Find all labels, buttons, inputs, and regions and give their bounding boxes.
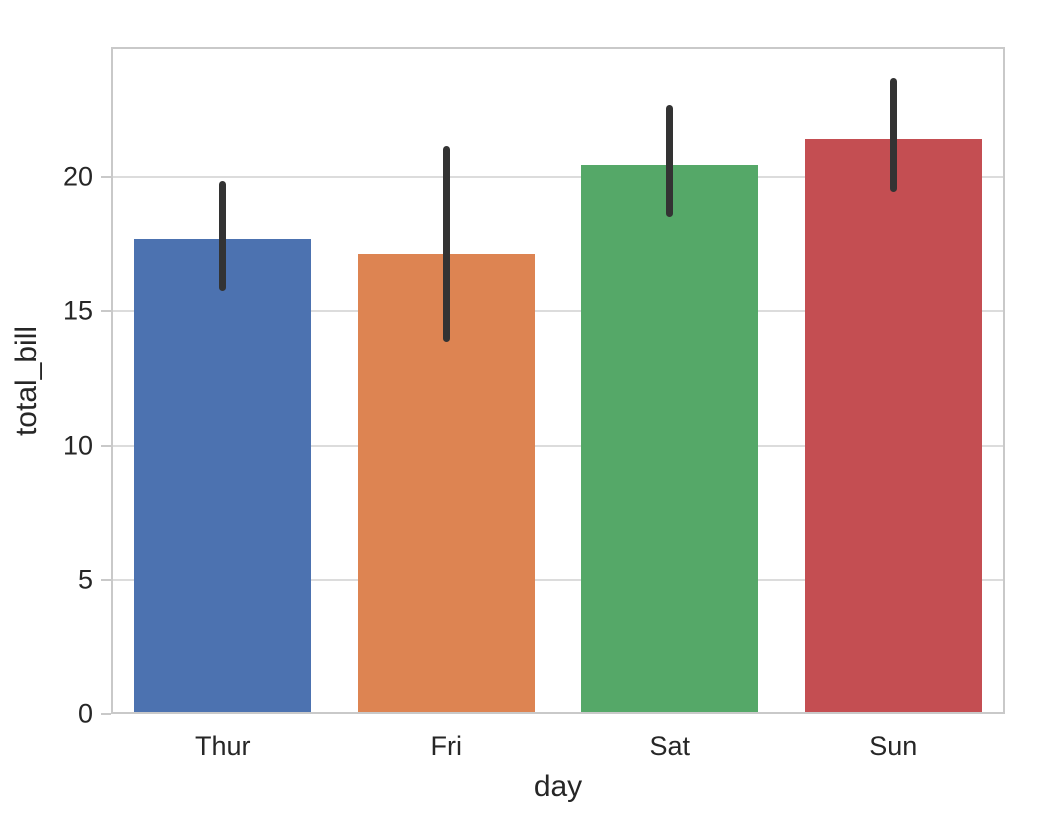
y-axis-label: total_bill (10, 325, 43, 436)
error-bar-sun (889, 77, 897, 192)
y-tickmark (101, 310, 111, 313)
y-gridline (111, 444, 1005, 447)
y-tick-label: 10 (62, 430, 93, 461)
x-tick-label-fri: Fri (430, 731, 462, 761)
y-gridline (111, 176, 1005, 179)
y-gridline (111, 578, 1005, 581)
x-tick-label-sun: Sun (869, 731, 918, 761)
x-tick-label-sat: Sat (649, 731, 691, 761)
y-tickmark (101, 578, 111, 581)
x-axis-label: day (533, 770, 583, 803)
y-tickmark (101, 713, 111, 715)
y-tick-label: 5 (77, 564, 93, 595)
y-tick-label: 0 (77, 698, 93, 729)
bar-sun (804, 139, 982, 714)
bar-thur (134, 239, 312, 714)
error-bar-thur (219, 181, 227, 292)
x-tick-label-thur: Thur (194, 731, 251, 761)
bar-sat (581, 165, 759, 714)
y-tickmark (101, 176, 111, 179)
y-tick-label: 15 (62, 295, 93, 326)
y-tickmark (101, 444, 111, 447)
error-bar-sat (666, 104, 674, 218)
y-tick-label: 20 (62, 161, 93, 192)
error-bar-fri (442, 146, 450, 343)
y-gridline (111, 310, 1005, 313)
